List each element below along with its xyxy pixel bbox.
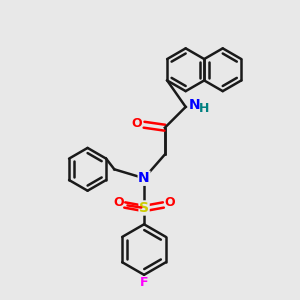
Text: F: F xyxy=(140,276,148,289)
Text: O: O xyxy=(131,117,142,130)
Text: O: O xyxy=(113,196,124,209)
Text: N: N xyxy=(138,171,150,185)
Text: O: O xyxy=(165,196,175,209)
Text: N: N xyxy=(189,98,200,112)
Text: S: S xyxy=(139,201,149,215)
Text: H: H xyxy=(199,102,209,115)
